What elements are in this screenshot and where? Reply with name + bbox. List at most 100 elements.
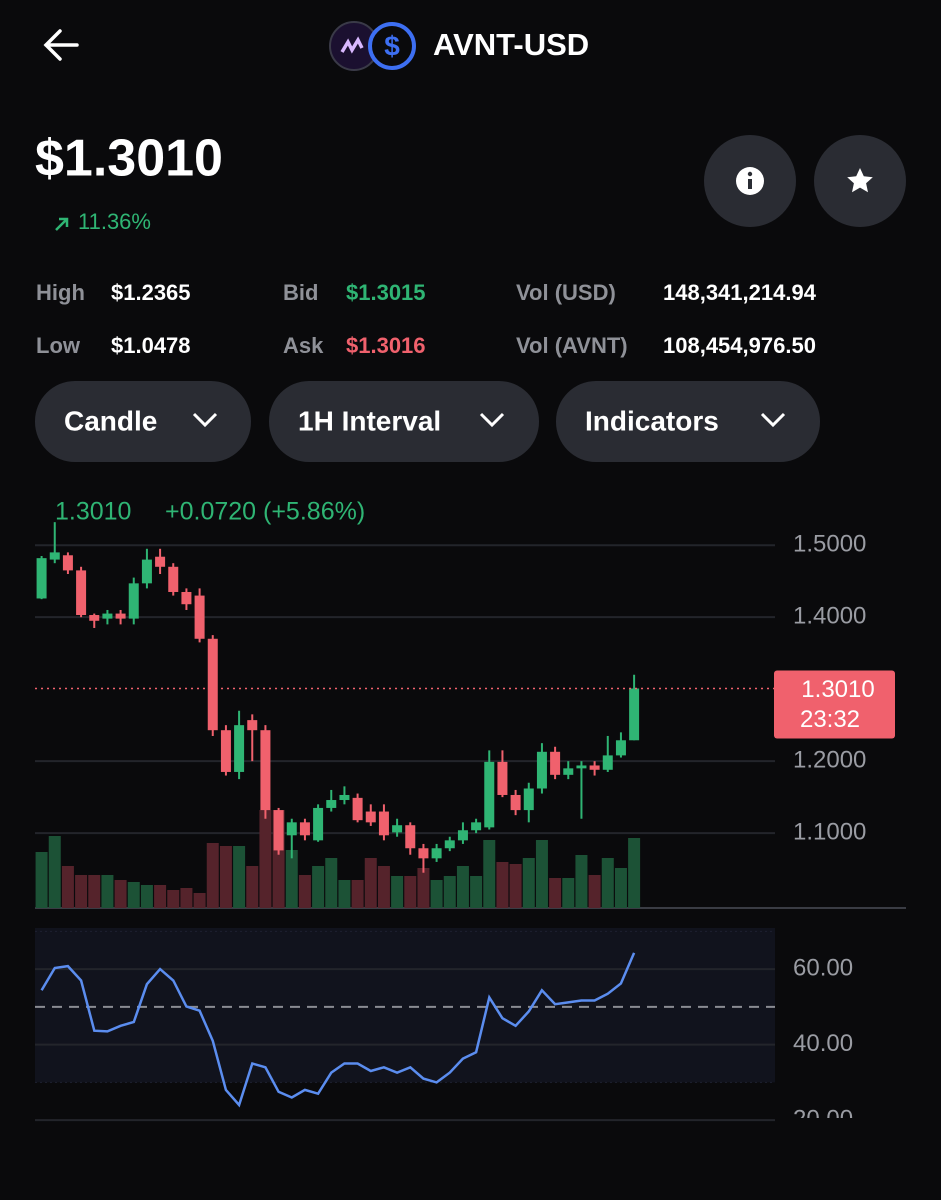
info-icon-dot: [747, 171, 753, 177]
y-tick-label: 1.5000: [793, 531, 866, 558]
volume-bar: [404, 876, 417, 908]
candle-body: [49, 552, 60, 560]
volume-bar: [246, 866, 259, 908]
usd-icon: [368, 22, 416, 70]
volume-bar: [614, 868, 627, 908]
volume-bar: [338, 880, 351, 908]
chart-type-button[interactable]: [35, 381, 251, 462]
volume-bar: [114, 880, 127, 908]
chevron: [192, 412, 218, 428]
rsi-line: [40, 952, 636, 1108]
volume-bar: [417, 868, 430, 908]
candle-body: [62, 555, 73, 571]
volume-bar: [233, 846, 246, 908]
volume-bar: [312, 866, 325, 908]
rsi-panel: [35, 928, 775, 1083]
volume-bar: [535, 840, 548, 908]
candle-body: [431, 848, 442, 859]
candle-body: [194, 595, 205, 639]
candle-body: [563, 768, 574, 775]
candle-body: [629, 688, 640, 741]
interval-button[interactable]: [269, 381, 539, 462]
volume-bar: [167, 890, 180, 908]
candle-body: [76, 570, 87, 616]
back-button[interactable]: [43, 29, 79, 61]
chevron: [479, 412, 505, 428]
button-label: 1H Interval: [298, 405, 441, 436]
volume-bar: [219, 846, 232, 908]
candle-body: [497, 761, 508, 795]
indicators-button[interactable]: [556, 381, 820, 462]
candle-body: [181, 591, 192, 605]
volume-bar: [259, 810, 272, 908]
usd-glyph: $: [384, 30, 400, 61]
volume-bar: [496, 862, 509, 908]
volume-bar: [588, 875, 601, 908]
volume-bar: [35, 852, 48, 908]
button-label: Indicators: [585, 405, 719, 436]
axis-cover: [775, 1118, 941, 1122]
candle-body: [471, 822, 482, 831]
candle-body: [378, 811, 389, 836]
candle-body: [89, 615, 100, 621]
volume-bar: [154, 885, 167, 908]
candle-body: [418, 848, 429, 859]
stat-value: $1.3016: [346, 333, 426, 358]
button-label: Candle: [64, 405, 157, 436]
candle-body: [115, 613, 126, 619]
volume-bar: [75, 875, 88, 908]
info-icon-bar: [748, 179, 752, 189]
candle-body: [36, 558, 47, 599]
volume-bar: [193, 893, 206, 908]
candle-body: [207, 638, 218, 731]
volume-bar: [101, 875, 114, 908]
stat-label: Low: [36, 333, 81, 358]
volume-bar: [430, 880, 443, 908]
volume-bar: [364, 858, 377, 908]
stat-value: $1.3015: [346, 280, 426, 305]
candle-body: [168, 566, 179, 592]
candle-body: [299, 822, 310, 836]
volume-bar: [483, 840, 496, 908]
stat-label: High: [36, 280, 85, 305]
candle-body: [392, 825, 403, 833]
token-glyph: [340, 36, 364, 54]
candle-body: [247, 720, 258, 731]
candle-body: [602, 755, 613, 770]
candle-body: [589, 765, 600, 770]
candle-body: [352, 797, 363, 821]
change-arrow: [55, 217, 69, 231]
candle-body: [444, 840, 455, 849]
volume-bar: [298, 875, 311, 908]
volume-bar: [628, 838, 641, 908]
stat-label: Ask: [283, 333, 324, 358]
y-tick-label: 1.1000: [793, 818, 866, 845]
last-price-label: 1.3010: [801, 676, 874, 703]
volume-bar: [377, 866, 390, 908]
candle-body: [510, 794, 521, 811]
price-change: 11.36%: [78, 209, 151, 234]
volume-bar: [285, 850, 298, 908]
stat-value: 108,454,976.50: [663, 333, 816, 358]
candle-body: [102, 613, 113, 619]
stat-label: Bid: [283, 280, 318, 305]
volume-bar: [549, 878, 562, 908]
candle-body: [313, 807, 324, 841]
volume-bar: [575, 855, 588, 908]
stat-label: Vol (USD): [516, 280, 616, 305]
stat-value: $1.0478: [111, 333, 191, 358]
volume-bar: [562, 878, 575, 908]
y-tick-label: 1.2000: [793, 746, 866, 773]
last-price-box: [774, 670, 895, 739]
candle-body: [286, 822, 297, 836]
candle-body: [326, 800, 337, 808]
stat-value: $1.2365: [111, 280, 191, 305]
volume-bar: [351, 880, 364, 908]
volume-bar: [206, 843, 219, 908]
star-icon: [847, 168, 873, 193]
page-title: AVNT-USD: [433, 27, 589, 62]
candle-body: [128, 583, 139, 619]
candle-body: [141, 559, 152, 584]
chevron: [760, 412, 786, 428]
